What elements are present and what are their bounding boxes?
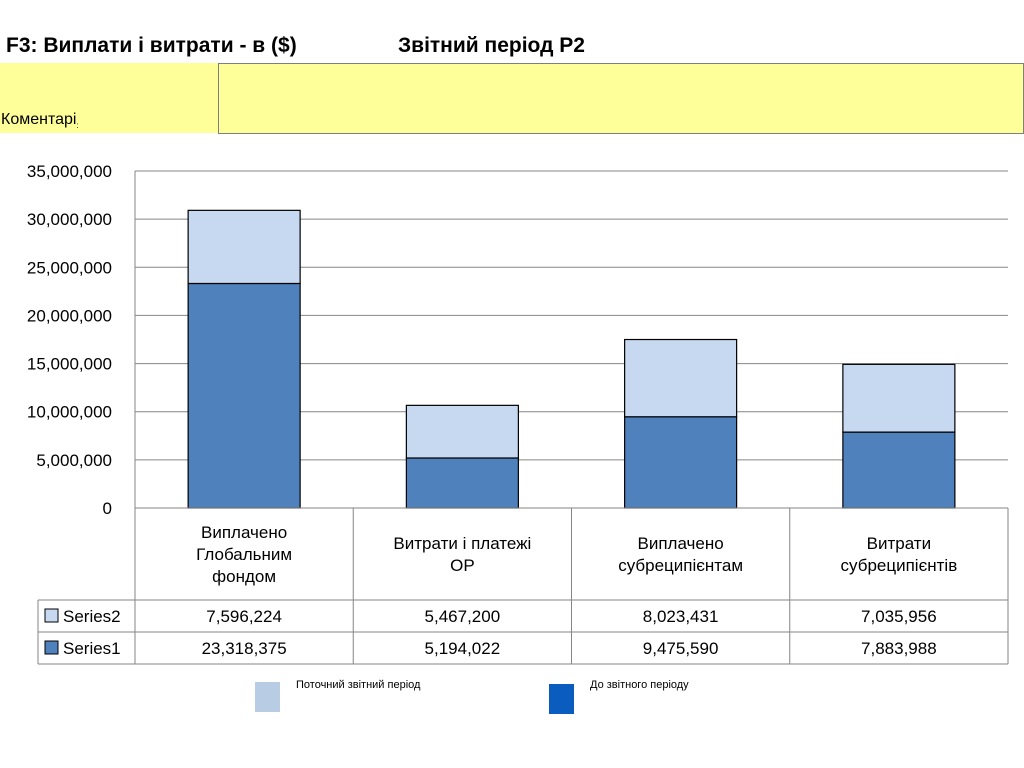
legend-swatch-cumulative <box>549 684 574 714</box>
reporting-period: Звітний період P2 <box>398 34 585 57</box>
data-table-value: 9,475,590 <box>643 639 719 658</box>
category-label: фондом <box>212 567 276 586</box>
y-tick-label: 15,000,000 <box>27 355 112 374</box>
category-label: ОР <box>450 556 475 575</box>
data-table-value: 23,318,375 <box>202 639 287 658</box>
data-table-value: 8,023,431 <box>643 607 719 626</box>
bar-series1 <box>842 431 956 509</box>
category-label: Глобальним <box>196 545 292 564</box>
y-tick-label: 25,000,000 <box>27 258 112 277</box>
series-name: Series2 <box>63 607 121 626</box>
report-title: F3: Виплати і витрати - в ($) <box>6 34 297 57</box>
bar-series1 <box>624 416 738 509</box>
comment-label: Коментарі: <box>1 111 79 131</box>
comment-label-cell <box>0 63 218 133</box>
category-label: Витрати <box>867 534 931 553</box>
legend-label-current: Поточний звітний період <box>296 679 421 691</box>
data-table-value: 5,194,022 <box>425 639 501 658</box>
series-name: Series1 <box>63 639 121 658</box>
y-tick-label: 0 <box>103 499 112 518</box>
bar-series2 <box>624 338 738 418</box>
category-label: Виплачено <box>638 534 724 553</box>
bar-series1 <box>405 457 519 509</box>
category-label: субреципієнтів <box>841 556 958 575</box>
category-label: субреципієнтам <box>618 556 743 575</box>
y-tick-label: 20,000,000 <box>27 306 112 325</box>
bar-series1 <box>187 282 301 509</box>
legend-key-series2 <box>44 608 59 623</box>
comment-field[interactable] <box>218 63 1024 134</box>
category-label: Виплачено <box>201 523 287 542</box>
bar-series2 <box>187 209 301 285</box>
bar-series2 <box>842 363 956 433</box>
data-table-value: 7,596,224 <box>206 607 282 626</box>
data-table-value: 7,883,988 <box>861 639 937 658</box>
y-tick-label: 5,000,000 <box>36 451 112 470</box>
y-tick-label: 35,000,000 <box>27 162 112 181</box>
legend-key-series1 <box>44 640 59 655</box>
bar-series2 <box>405 404 519 459</box>
y-tick-label: 30,000,000 <box>27 210 112 229</box>
data-table-value: 7,035,956 <box>861 607 937 626</box>
data-table-value: 5,467,200 <box>425 607 501 626</box>
legend-swatch-current <box>255 682 280 712</box>
page-title: F3: Виплати і витрати - в ($) Звітний пе… <box>6 34 585 58</box>
category-label: Витрати і платежі <box>393 534 531 553</box>
y-tick-label: 10,000,000 <box>27 403 112 422</box>
legend-label-cumulative: До звітного періоду <box>590 679 689 691</box>
